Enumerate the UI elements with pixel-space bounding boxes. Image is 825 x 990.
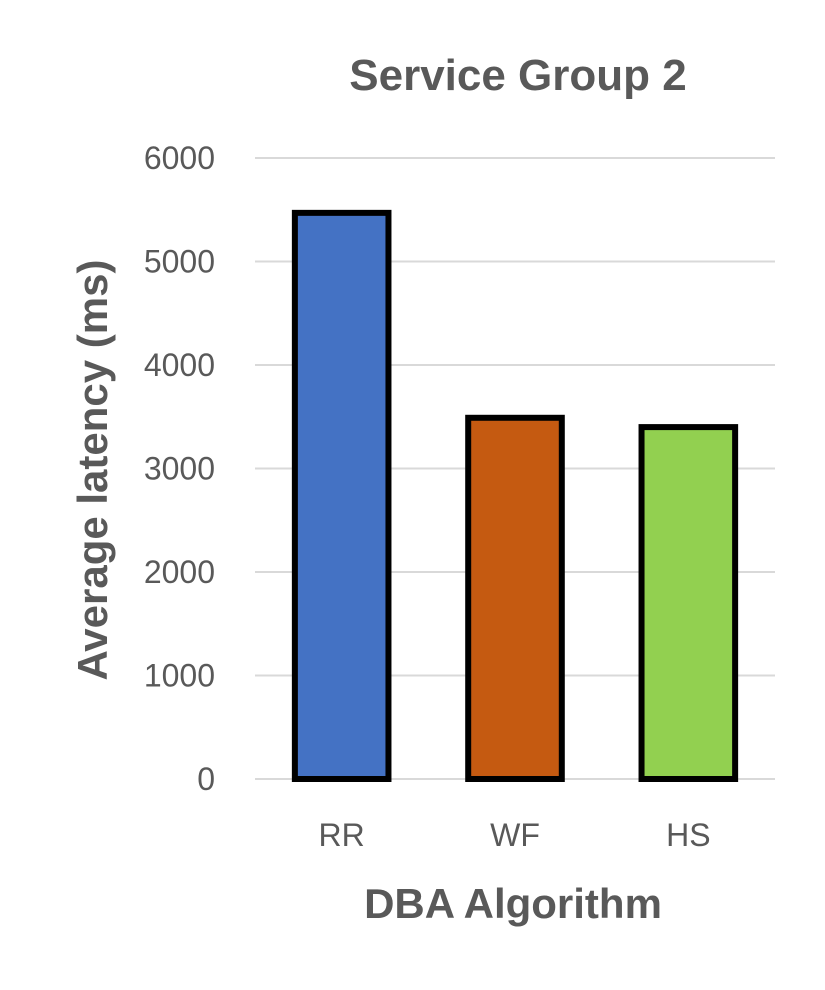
bar-wf [465,414,565,782]
y-tick-label: 1000 [144,658,215,694]
y-tick-label: 6000 [144,140,215,176]
y-tick-label: 2000 [144,554,215,590]
y-tick-label: 0 [197,761,215,797]
bars [291,209,739,783]
y-tick-label: 4000 [144,347,215,383]
y-tick-label: 5000 [144,244,215,280]
chart-title: Service Group 2 [349,51,686,100]
y-axis-title: Average latency (ms) [69,260,116,681]
x-axis-title: DBA Algorithm [364,880,662,927]
bar-hs [638,424,739,782]
bar-rr [291,209,392,783]
x-axis-ticks: RR WF HS [319,817,711,853]
y-axis-ticks: 0 1000 2000 3000 4000 5000 6000 [144,140,215,797]
x-tick-label: WF [490,817,540,853]
x-tick-label: HS [666,817,710,853]
y-tick-label: 3000 [144,451,215,487]
x-tick-label: RR [319,817,365,853]
